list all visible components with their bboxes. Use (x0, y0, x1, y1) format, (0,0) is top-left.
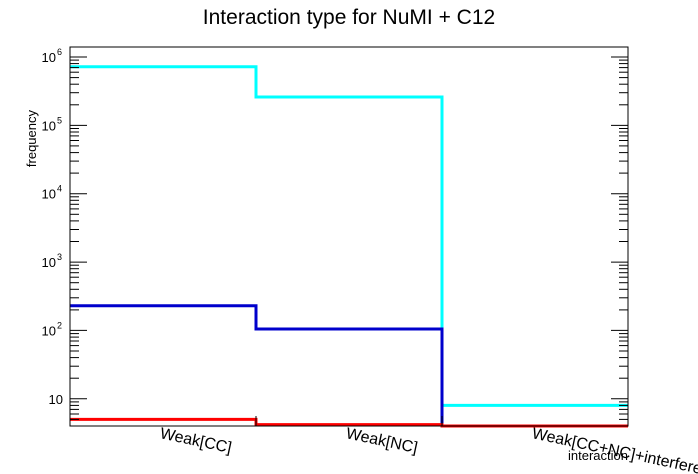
plot-frame (69, 46, 629, 427)
y-tick-exponent: 3 (57, 252, 62, 262)
y-tick-label: 10 (49, 392, 63, 407)
chart-title: Interaction type for NuMI + C12 (203, 6, 495, 29)
y-tick-exponent: 6 (57, 47, 62, 57)
x-axis-label: interaction (568, 448, 628, 463)
y-tick-label: 10 (42, 255, 56, 270)
y-tick-exponent: 4 (57, 184, 62, 194)
y-tick-label: 10 (42, 323, 56, 338)
y-tick-exponent: 5 (57, 115, 62, 125)
y-tick-exponent: 2 (57, 320, 62, 330)
y-axis-label: frequency (24, 110, 39, 168)
y-tick-label: 10 (42, 50, 56, 65)
y-tick-label: 10 (42, 118, 56, 133)
series-line-1 (70, 65, 628, 407)
y-tick-label: 10 (42, 187, 56, 202)
